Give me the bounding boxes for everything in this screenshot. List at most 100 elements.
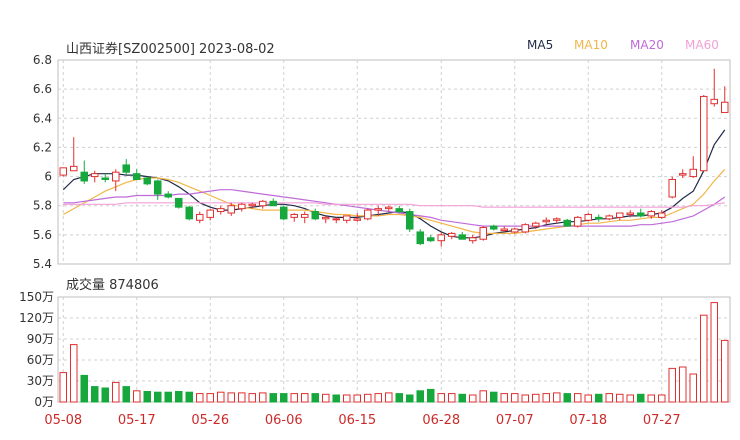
ma-line-ma60: [63, 202, 725, 208]
volume-bar: [594, 393, 603, 403]
volume-bar: [458, 393, 467, 403]
candle-body: [153, 180, 162, 195]
date-tick-label: 05-08: [44, 413, 82, 428]
candle-body: [689, 168, 698, 178]
date-tick-label: 06-15: [338, 413, 376, 428]
legend-ma20: MA20: [630, 38, 664, 52]
legend-ma10: MA10: [574, 38, 608, 52]
candle-body: [458, 234, 467, 240]
candle-body: [542, 219, 551, 223]
candle-body: [573, 216, 582, 227]
volume-bar: [237, 392, 246, 403]
candle-body: [143, 177, 152, 185]
candle-body: [321, 216, 330, 220]
candle-body: [636, 212, 645, 217]
volume-bar: [531, 393, 540, 403]
volume-bar: [227, 392, 236, 403]
volume-bar: [437, 393, 446, 403]
volume-bar: [510, 393, 519, 403]
candle-body: [227, 205, 236, 214]
volume-bar: [132, 390, 141, 403]
volume-bar: [416, 390, 425, 403]
candle-body: [416, 231, 425, 245]
volume-bar: [206, 393, 215, 403]
volume-bar: [290, 393, 299, 403]
volume-bar: [59, 372, 68, 403]
date-tick-label: 07-07: [496, 413, 534, 428]
candle-body: [584, 213, 593, 221]
volume-bar: [195, 393, 204, 403]
price-tick-label: 5.6: [33, 228, 52, 242]
volume-bar: [489, 391, 498, 403]
candle-body: [342, 215, 351, 221]
candle-body: [605, 215, 614, 220]
candle-body: [363, 209, 372, 220]
volume-tick-label: 0万: [34, 395, 54, 409]
volume-bar: [521, 394, 530, 403]
volume-bar: [573, 393, 582, 403]
volume-bar: [90, 386, 99, 403]
volume-bar: [311, 393, 320, 403]
volume-bar: [153, 391, 162, 403]
price-tick-label: 5.4: [33, 257, 52, 271]
candle-body: [594, 216, 603, 220]
volume-bar: [174, 391, 183, 403]
ma-line-ma5: [62, 129, 726, 239]
volume-bar: [668, 367, 677, 403]
date-tick-label: 07-18: [569, 413, 607, 428]
volume-bar: [111, 381, 120, 403]
candle-body: [237, 203, 246, 210]
candle-body: [185, 206, 194, 220]
candle-body: [269, 200, 278, 207]
candle-body: [699, 95, 708, 172]
candle-body: [678, 173, 687, 176]
volume-bar: [720, 339, 729, 403]
volume-bar: [321, 393, 330, 403]
candle-body: [258, 200, 267, 207]
candle-body: [710, 98, 719, 105]
volume-bar: [584, 394, 593, 403]
volume-bar: [69, 344, 78, 403]
candle-body: [626, 212, 635, 215]
candle-body: [90, 173, 99, 178]
candle-body: [279, 206, 288, 220]
volume-bar: [563, 393, 572, 403]
price-tick-label: 6.4: [33, 111, 52, 125]
volume-bar: [699, 314, 708, 403]
volume-bar: [342, 394, 351, 403]
volume-tick-label: 60万: [27, 353, 54, 367]
ma-line-ma20: [63, 189, 726, 227]
volume-bar: [279, 393, 288, 403]
candle-body: [657, 212, 666, 218]
candle-body: [405, 211, 414, 230]
candle-body: [122, 164, 131, 173]
candle-body: [479, 227, 488, 240]
candle-body: [374, 208, 383, 211]
price-tick-label: 6.2: [33, 140, 52, 154]
candle-body: [426, 237, 435, 242]
date-tick-label: 05-17: [118, 413, 156, 428]
volume-bar: [689, 373, 698, 403]
volume-bar: [101, 387, 110, 403]
ma-line-ma10: [63, 168, 726, 234]
volume-bar: [552, 392, 561, 403]
candle-body: [384, 206, 393, 210]
volume-bar: [353, 394, 362, 403]
volume-bar: [657, 394, 666, 403]
candle-body: [531, 222, 540, 227]
volume-bar: [374, 393, 383, 403]
candle-body: [332, 218, 341, 221]
volume-tick-label: 150万: [19, 290, 54, 304]
candle-body: [300, 213, 309, 218]
volume-bar: [405, 394, 414, 403]
volume-bar: [384, 392, 393, 403]
candle-body: [395, 208, 404, 213]
candle-body: [563, 219, 572, 227]
candle-body: [195, 213, 204, 221]
volume-bar: [500, 393, 509, 403]
volume-panel-border: [57, 296, 731, 403]
volume-title: 成交量 874806: [66, 278, 159, 293]
date-tick-label: 07-27: [643, 413, 681, 428]
volume-bar: [636, 393, 645, 403]
